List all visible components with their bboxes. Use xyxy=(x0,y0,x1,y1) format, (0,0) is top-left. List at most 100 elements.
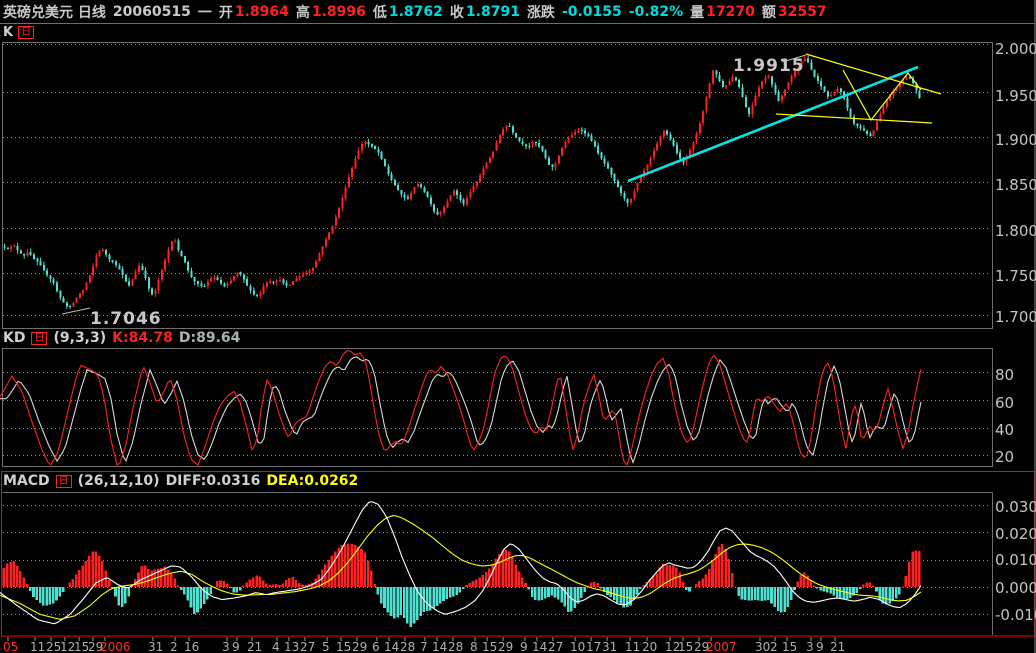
change-label: 涨跌 xyxy=(526,5,555,21)
date-axis-label: 11 xyxy=(625,640,641,653)
kd-period-selector[interactable]: 日 xyxy=(31,331,48,345)
date-axis-label: 17 xyxy=(586,640,602,653)
date-axis-label: 6 xyxy=(372,640,380,653)
date-axis-year-label: 05 xyxy=(3,640,19,653)
date-axis-label: 12 xyxy=(60,640,76,653)
date-axis-label: 15 xyxy=(782,640,798,653)
price-axis-label: 1.950 xyxy=(995,87,1036,105)
low-leader-line[interactable] xyxy=(61,307,91,315)
price-axis-label: 1.800 xyxy=(995,222,1036,240)
macd-dea-value: DEA:0.0262 xyxy=(266,473,359,489)
date-axis-label: 29 xyxy=(694,640,710,653)
date-axis-label: 15 xyxy=(678,640,694,653)
date-axis-label: 7 xyxy=(420,640,428,653)
kd-axis-label: 40 xyxy=(995,421,1015,439)
kd-axis-label: 80 xyxy=(995,366,1015,384)
macd-axis-label: 0.030 xyxy=(995,498,1036,516)
cyan-trendline[interactable] xyxy=(627,65,919,183)
date-axis-label: 25 xyxy=(46,640,62,653)
volume-label: 量 xyxy=(690,5,705,21)
kd-axis-label: 20 xyxy=(995,448,1015,466)
date-axis-label: 12 xyxy=(665,640,681,653)
change-value: -0.0155 xyxy=(561,4,622,20)
date-axis-label: 13 xyxy=(284,640,300,653)
price-axis-label: 1.900 xyxy=(995,131,1036,149)
date-axis-label: 10 xyxy=(570,640,586,653)
date-axis-label: 31 xyxy=(148,640,164,653)
kd-d-value: D:89.64 xyxy=(178,330,241,346)
macd-pane-header: MACD 日 (26,12,10) DIFF:0.0316 DEA:0.0262 xyxy=(3,473,358,489)
low-value: 1.8762 xyxy=(388,4,443,20)
date-axis-label: 9 xyxy=(520,640,528,653)
volume-value: 17270 xyxy=(706,4,755,20)
macd-period-selector[interactable]: 日 xyxy=(55,474,72,488)
kd-pane-header: KD 日 (9,3,3) K:84.78 D:89.64 xyxy=(3,330,240,346)
date-axis-label: 15 xyxy=(74,640,90,653)
date-axis-label: 8 xyxy=(470,640,478,653)
macd-axis-label: -0.010 xyxy=(995,606,1036,624)
date-axis-label: 14 xyxy=(432,640,448,653)
high-label: 高 xyxy=(295,5,310,21)
low-label: 低 xyxy=(372,5,387,21)
macd-axis-label: 0.020 xyxy=(995,525,1036,543)
macd-diff-value: DIFF:0.0316 xyxy=(165,473,261,489)
date-axis-label: 21 xyxy=(830,640,846,653)
date-axis-label: 3 xyxy=(222,640,230,653)
date-axis-label: 3 xyxy=(806,640,814,653)
amount-value: 32557 xyxy=(777,4,827,20)
k-pane-header: K 日 xyxy=(3,25,35,40)
close-value: 1.8791 xyxy=(465,4,520,20)
quote-date: 20060515 xyxy=(112,4,191,20)
date-axis-label: 11 xyxy=(30,640,46,653)
zigzag-line[interactable] xyxy=(842,69,922,122)
wedge-top-line[interactable] xyxy=(805,53,942,95)
instrument-title[interactable]: 英磅兑美元 日线 xyxy=(3,5,106,21)
high-value: 1.8996 xyxy=(311,4,366,20)
date-axis-label: 5 xyxy=(322,640,330,653)
macd-params: (26,12,10) xyxy=(77,473,160,489)
date-axis-label: 30 xyxy=(755,640,771,653)
kd-indicator-name[interactable]: KD xyxy=(3,330,26,346)
date-axis-year-label: 2006 xyxy=(100,640,131,653)
date-axis-label: 29 xyxy=(88,640,104,653)
macd-axis-label: 0.000 xyxy=(995,579,1036,597)
close-label: 收 xyxy=(449,5,464,21)
date-axis-label: 31 xyxy=(602,640,618,653)
date-axis-label: 29 xyxy=(498,640,514,653)
price-axis-label: 2.000 xyxy=(995,40,1036,58)
date-axis-label: 15 xyxy=(482,640,498,653)
macd-indicator-name[interactable]: MACD xyxy=(3,473,50,489)
date-axis-label: 14 xyxy=(384,640,400,653)
date-axis-label: 2 xyxy=(770,640,778,653)
date-axis-label: 29 xyxy=(352,640,368,653)
quote-weekday: 一 xyxy=(197,5,212,21)
date-axis-label: 28 xyxy=(448,640,464,653)
price-axis-label: 1.750 xyxy=(995,267,1036,285)
date-axis-label: 16 xyxy=(184,640,200,653)
period-selector-daily[interactable]: 日 xyxy=(18,26,35,39)
date-axis-label: 2 xyxy=(170,640,178,653)
date-axis-label: 9 xyxy=(232,640,240,653)
date-axis-label: 27 xyxy=(300,640,316,653)
price-axis-label: 1.700 xyxy=(995,308,1036,326)
date-axis-label: 21 xyxy=(247,640,263,653)
k-pane-title: K xyxy=(3,25,14,40)
low-price-annotation: 1.7046 xyxy=(90,309,162,329)
kd-axis-label: 60 xyxy=(995,394,1015,412)
open-label: 开 xyxy=(218,5,233,21)
macd-axis-label: 0.010 xyxy=(995,551,1036,569)
kd-k-value: K:84.78 xyxy=(112,330,173,346)
wedge-bottom-line[interactable] xyxy=(775,113,933,124)
date-axis-year-label: 2007 xyxy=(706,640,737,653)
date-axis-label: 4 xyxy=(272,640,280,653)
amount-label: 额 xyxy=(761,5,776,21)
high-price-annotation: 1.9915 xyxy=(733,56,805,76)
change-percent: -0.82% xyxy=(628,4,684,20)
high-leader-line[interactable] xyxy=(781,54,807,63)
kd-params: (9,3,3) xyxy=(53,330,107,346)
open-value: 1.8964 xyxy=(234,4,289,20)
date-axis-label: 27 xyxy=(548,640,564,653)
date-axis-label: 20 xyxy=(642,640,658,653)
